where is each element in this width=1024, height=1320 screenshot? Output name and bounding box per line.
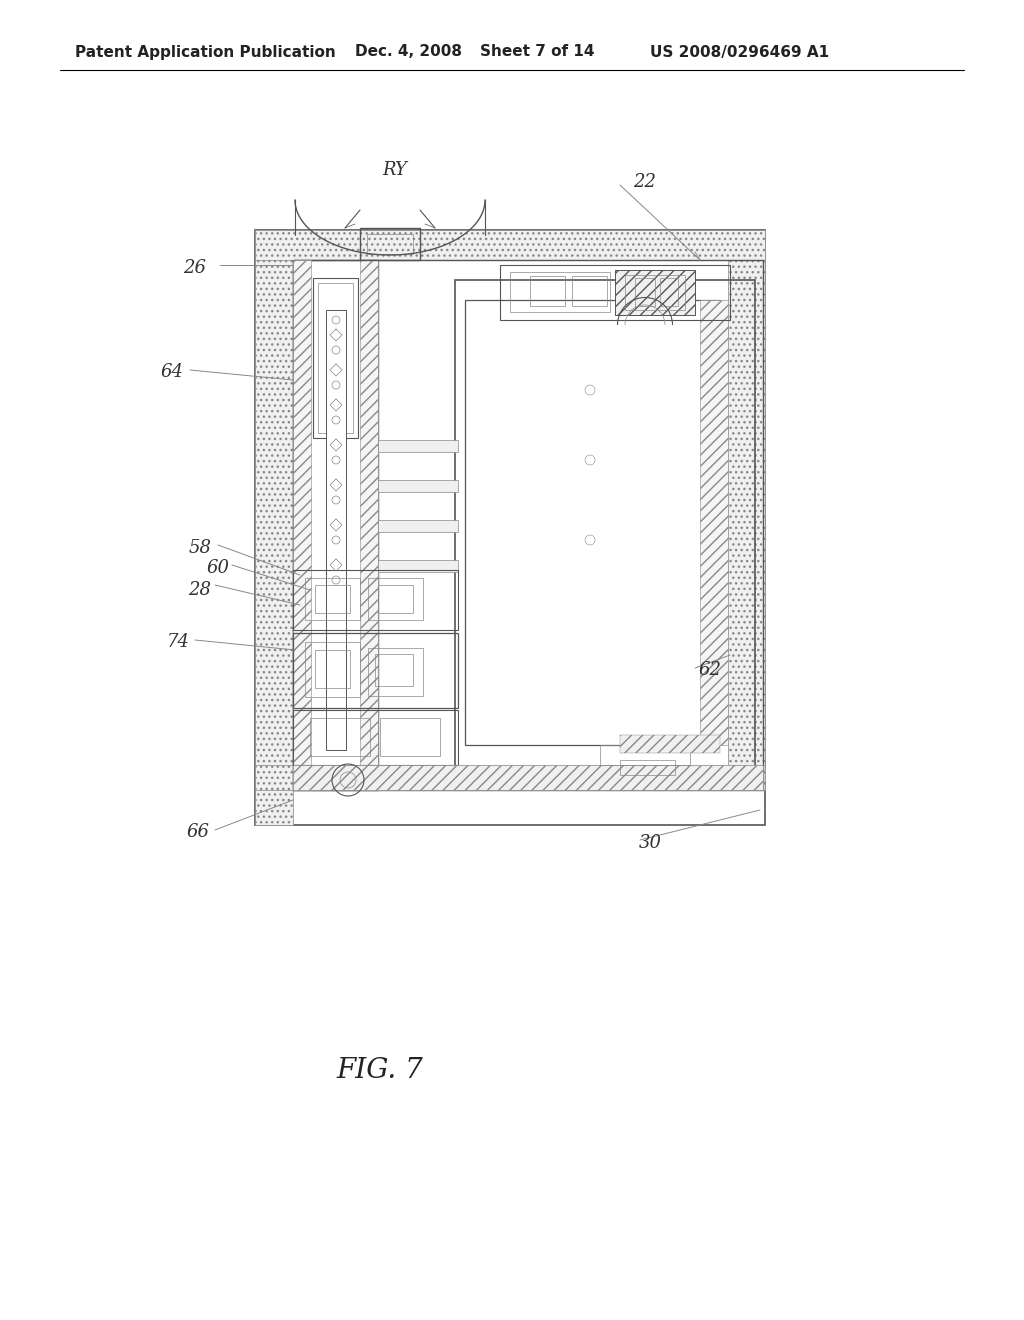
Bar (500, 265, 730, 319)
Bar (293, 634, 458, 708)
Bar (293, 260, 763, 789)
Text: 66: 66 (186, 822, 210, 841)
Bar (378, 440, 458, 451)
Bar (315, 585, 350, 612)
Bar (360, 228, 420, 260)
Text: 22: 22 (634, 173, 656, 191)
Bar (625, 275, 685, 310)
Bar (465, 300, 720, 744)
Bar (572, 276, 607, 306)
Text: 64: 64 (161, 363, 183, 381)
Bar (620, 735, 720, 752)
Text: Sheet 7 of 14: Sheet 7 of 14 (480, 45, 595, 59)
Bar (728, 260, 765, 780)
Text: 26: 26 (183, 259, 207, 277)
Text: US 2008/0296469 A1: US 2008/0296469 A1 (650, 45, 829, 59)
Bar (313, 279, 358, 438)
Bar (360, 260, 378, 789)
Text: Dec. 4, 2008: Dec. 4, 2008 (355, 45, 462, 59)
Bar (378, 560, 458, 572)
Bar (378, 585, 413, 612)
Bar (255, 230, 293, 825)
Text: 60: 60 (207, 558, 229, 577)
Bar (293, 710, 458, 766)
Text: FIG. 7: FIG. 7 (337, 1056, 423, 1084)
Bar (255, 230, 765, 260)
Text: 28: 28 (188, 581, 212, 599)
Bar (378, 480, 458, 492)
Text: RY: RY (383, 161, 408, 180)
Bar (380, 718, 440, 756)
Text: 74: 74 (167, 634, 189, 651)
Bar (255, 766, 765, 789)
Bar (305, 642, 360, 697)
Bar (293, 766, 763, 789)
Bar (310, 718, 370, 756)
Bar (700, 300, 728, 744)
Bar (600, 744, 690, 766)
Bar (367, 234, 413, 253)
Bar (530, 276, 565, 306)
Bar (255, 230, 765, 825)
Bar (620, 760, 675, 775)
Bar (315, 649, 350, 688)
Bar (660, 279, 678, 306)
Bar (368, 578, 423, 620)
Text: 58: 58 (188, 539, 212, 557)
Bar (293, 260, 311, 789)
Text: 62: 62 (698, 661, 722, 678)
Text: 30: 30 (639, 834, 662, 851)
Bar (293, 570, 458, 630)
Bar (305, 578, 360, 620)
Bar (635, 279, 655, 306)
Bar (293, 260, 378, 789)
Bar (375, 653, 413, 686)
Bar (318, 282, 353, 433)
Bar (368, 648, 423, 696)
Bar (615, 271, 695, 315)
Bar (326, 310, 346, 750)
Bar (455, 280, 755, 789)
Bar (510, 272, 610, 312)
Bar (378, 520, 458, 532)
Text: Patent Application Publication: Patent Application Publication (75, 45, 336, 59)
